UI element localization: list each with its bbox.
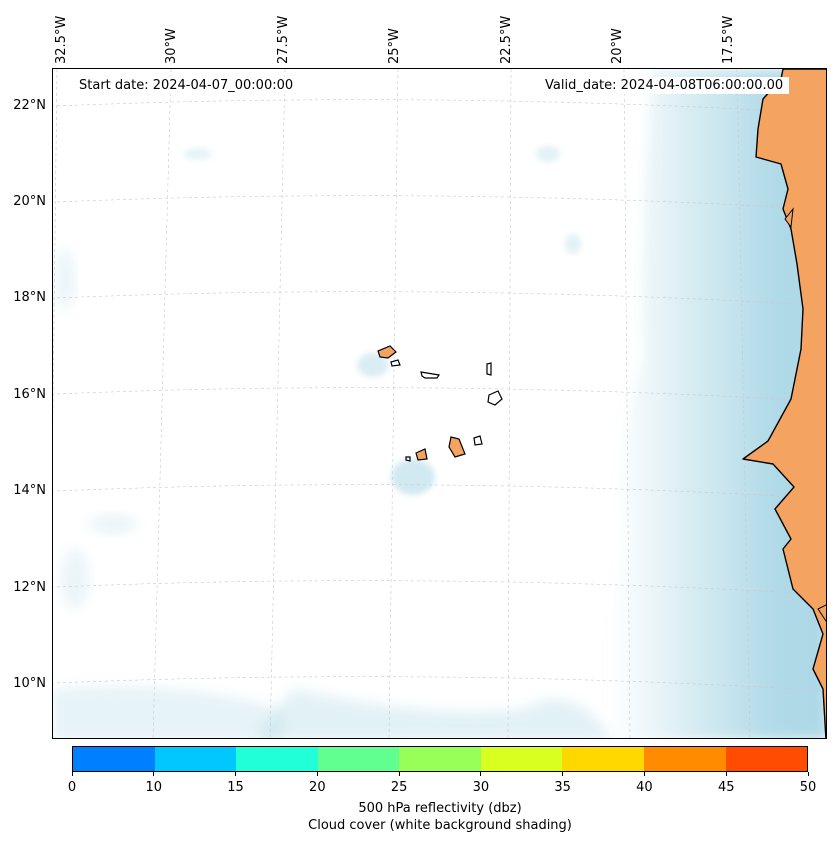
colorbar-segment	[73, 747, 155, 771]
colorbar-label: 500 hPa reflectivity (dbz)	[358, 801, 522, 816]
colorbar-tick-label: 50	[799, 780, 817, 795]
colorbar-segment	[480, 747, 563, 771]
colorbar-tick	[480, 772, 482, 776]
lat-label: 16°N	[13, 387, 46, 402]
map-canvas	[53, 69, 826, 738]
lon-label: 27.5°W	[276, 15, 291, 64]
lat-label: 20°N	[13, 194, 46, 209]
colorbar-tick-label: 25	[390, 780, 408, 795]
colorbar-tick	[235, 772, 237, 776]
lon-label: 20°W	[610, 28, 625, 64]
island-boa-vista	[487, 390, 503, 406]
lat-label: 14°N	[13, 483, 46, 498]
graticule-lines	[53, 69, 826, 738]
map-panel: Start date: 2024-04-07_00:00:00 Valid_da…	[52, 68, 827, 739]
colorbar-tick	[562, 772, 564, 776]
lon-label: 25°W	[387, 28, 402, 64]
colorbar-tick-label: 40	[636, 780, 653, 795]
colorbar-tick	[643, 772, 645, 776]
cloud-cover-shading	[53, 69, 826, 738]
colorbar-segment	[643, 747, 726, 771]
island-santiago	[448, 436, 466, 458]
island-fogo	[415, 448, 428, 461]
colorbar-segment	[154, 747, 237, 771]
colorbar-tick-label: 20	[309, 780, 326, 795]
lat-label: 12°N	[13, 580, 46, 595]
colorbar-segment	[562, 747, 644, 771]
colorbar-segment	[317, 747, 400, 771]
colorbar-tick	[398, 772, 400, 776]
colorbar-tick-label: 30	[472, 780, 490, 795]
island-sao-vicente	[390, 359, 401, 367]
reflectivity-colorbar	[72, 746, 808, 772]
lon-label: 22.5°W	[499, 15, 514, 64]
colorbar-tick	[153, 772, 155, 776]
colorbar-segment	[399, 747, 481, 771]
island-santo-antao	[377, 345, 397, 359]
colorbar-tick	[725, 772, 727, 776]
colorbar-tick-label: 10	[145, 780, 163, 795]
colorbar-segment	[236, 747, 318, 771]
lon-label: 30°W	[164, 28, 179, 64]
island-sal	[486, 362, 492, 376]
colorbar-tick	[316, 772, 318, 776]
colorbar-tick-label: 15	[227, 780, 244, 795]
colorbar-tick-label: 0	[67, 780, 77, 795]
colorbar-tick	[807, 772, 809, 776]
island-brava	[405, 456, 411, 462]
lat-label: 18°N	[13, 290, 46, 305]
start-date-label: Start date: 2024-04-07_00:00:00	[73, 77, 300, 94]
africa-coastline	[742, 69, 826, 738]
island-maio	[473, 435, 483, 446]
colorbar-segment	[725, 747, 808, 771]
island-sao-nicolau	[420, 371, 441, 379]
cape-verde-islands	[377, 345, 503, 462]
valid-date-label: Valid_date: 2024-04-08T06:00:00.00	[539, 77, 790, 94]
colorbar-tick	[71, 772, 73, 776]
colorbar-tick-label: 35	[554, 780, 571, 795]
lat-label: 10°N	[13, 676, 46, 691]
colorbar-tick-label: 45	[717, 780, 735, 795]
lat-label: 22°N	[13, 98, 46, 113]
lon-label: 32.5°W	[54, 15, 69, 64]
lon-label: 17.5°W	[721, 15, 736, 64]
colorbar-sublabel: Cloud cover (white background shading)	[308, 818, 572, 833]
